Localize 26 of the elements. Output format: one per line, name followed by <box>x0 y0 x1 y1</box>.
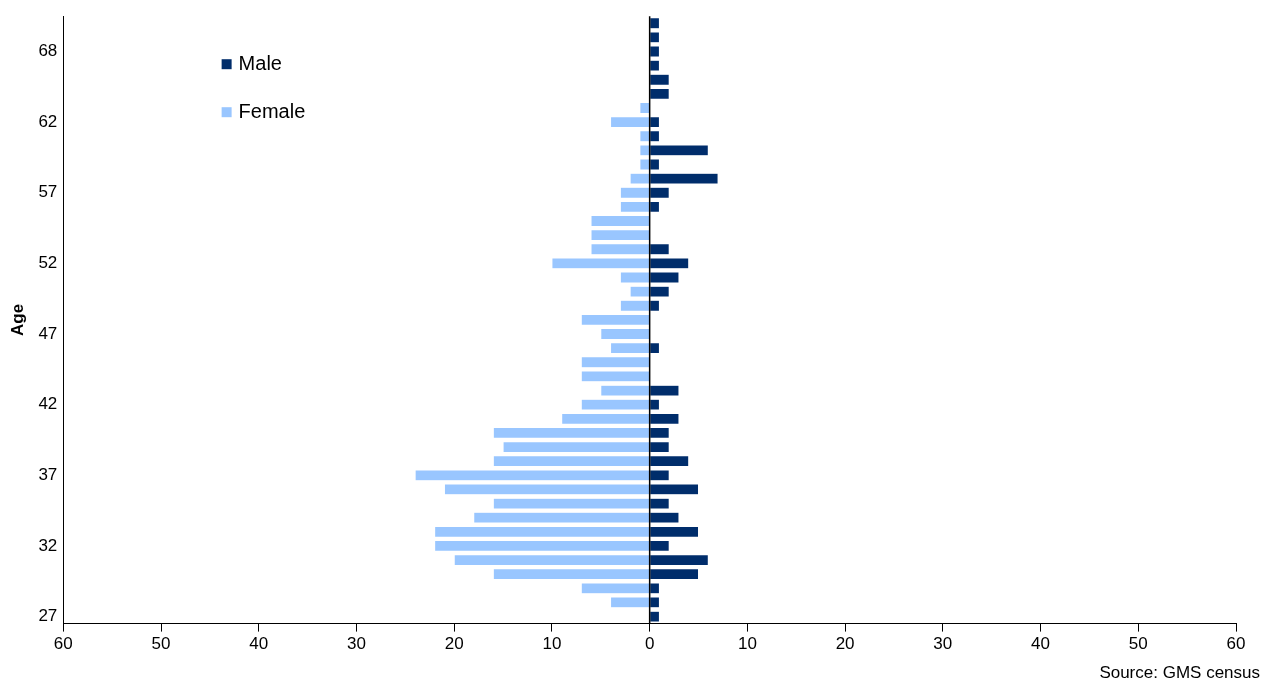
x-tick-label: 10 <box>737 634 757 654</box>
x-tick-label: 10 <box>542 634 562 654</box>
y-tick-label: 42 <box>38 394 58 414</box>
x-tick-label: 30 <box>347 634 366 654</box>
x-tick-label: 60 <box>1226 634 1246 654</box>
y-tick-label: 57 <box>38 182 58 202</box>
x-tick-label: 0 <box>644 634 655 654</box>
source-note: Source: GMS census <box>1099 663 1260 683</box>
legend-label: Female <box>238 99 306 122</box>
y-tick-label: 62 <box>38 111 58 131</box>
x-tick-label: 50 <box>1128 634 1148 654</box>
x-tick-label: 40 <box>1031 634 1051 654</box>
y-tick-label: 68 <box>38 41 58 61</box>
x-tick-label: 50 <box>151 634 171 654</box>
x-tick-label: 60 <box>53 634 73 654</box>
y-axis-title: Age <box>7 303 27 336</box>
y-tick-label: 47 <box>38 323 58 343</box>
y-tick-label: 27 <box>38 606 58 626</box>
x-tick-label: 40 <box>249 634 269 654</box>
y-tick-label: 52 <box>38 253 58 273</box>
x-tick-label: 20 <box>444 634 464 654</box>
x-tick-label: 20 <box>835 634 855 654</box>
y-tick-label: 32 <box>38 535 58 555</box>
legend-label: Male <box>238 51 282 74</box>
x-tick-label: 30 <box>933 634 953 654</box>
y-tick-label: 37 <box>38 464 58 484</box>
